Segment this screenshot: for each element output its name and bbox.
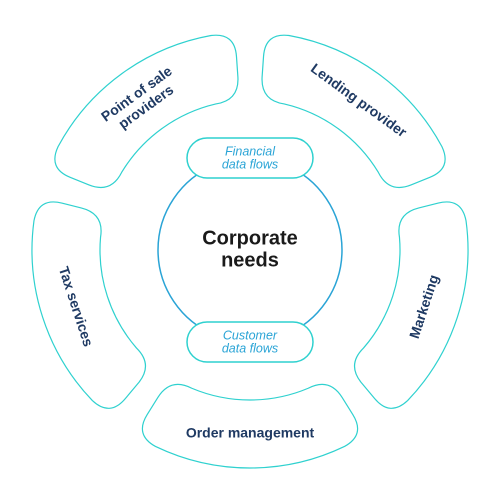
center-title: Corporateneeds xyxy=(202,227,298,271)
segment-label: Lending provider xyxy=(308,60,410,140)
segment-label: Tax services xyxy=(56,265,97,349)
pill-bottom-label-line: data flows xyxy=(222,341,278,355)
pill-top-label-line: Financial xyxy=(225,144,276,158)
ring-segment xyxy=(355,202,468,408)
pill-top-label-line: data flows xyxy=(222,157,278,171)
segment-label: Marketing xyxy=(406,273,442,341)
segment-label-line: Tax services xyxy=(56,265,97,349)
cycle-arc-right xyxy=(284,165,342,336)
cycle-arc-left xyxy=(158,165,216,336)
segment-label: Order management xyxy=(186,425,315,441)
center-title-line: needs xyxy=(221,249,279,271)
ring-segment xyxy=(32,202,145,408)
pill-top: Financialdata flows xyxy=(187,138,313,178)
pill-bottom: Customerdata flows xyxy=(187,322,313,362)
center-title-line: Corporate xyxy=(202,227,298,249)
segment-label-line: Marketing xyxy=(406,273,442,341)
segment-label-line: Lending provider xyxy=(308,60,410,140)
pill-bottom-label-line: Customer xyxy=(223,328,278,342)
segment-label-line: Order management xyxy=(186,425,315,441)
segment-label: Point of saleproviders xyxy=(98,63,184,138)
